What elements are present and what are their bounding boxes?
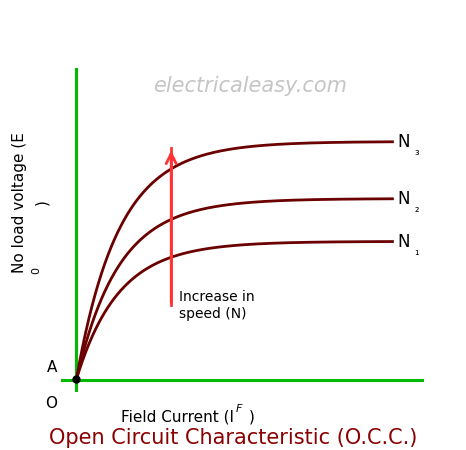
Text: N: N [397, 133, 410, 151]
Text: Open Circuit Characteristic (O.C.C.): Open Circuit Characteristic (O.C.C.) [49, 428, 417, 448]
Text: F: F [236, 404, 242, 414]
Text: 0: 0 [32, 266, 41, 274]
Text: O: O [45, 396, 57, 411]
Text: N: N [397, 190, 410, 208]
Text: ₂: ₂ [415, 204, 419, 214]
Text: No load voltage (E: No load voltage (E [12, 132, 27, 273]
Text: A: A [47, 360, 57, 375]
Text: Field Current (I: Field Current (I [122, 410, 234, 424]
Text: N: N [397, 233, 410, 251]
Text: ₃: ₃ [415, 147, 419, 157]
Text: ): ) [34, 199, 49, 206]
Text: ₁: ₁ [415, 247, 419, 257]
Text: Increase in
speed (N): Increase in speed (N) [179, 290, 255, 321]
Text: ): ) [249, 410, 254, 424]
Text: electricaleasy.com: electricaleasy.com [153, 76, 347, 96]
